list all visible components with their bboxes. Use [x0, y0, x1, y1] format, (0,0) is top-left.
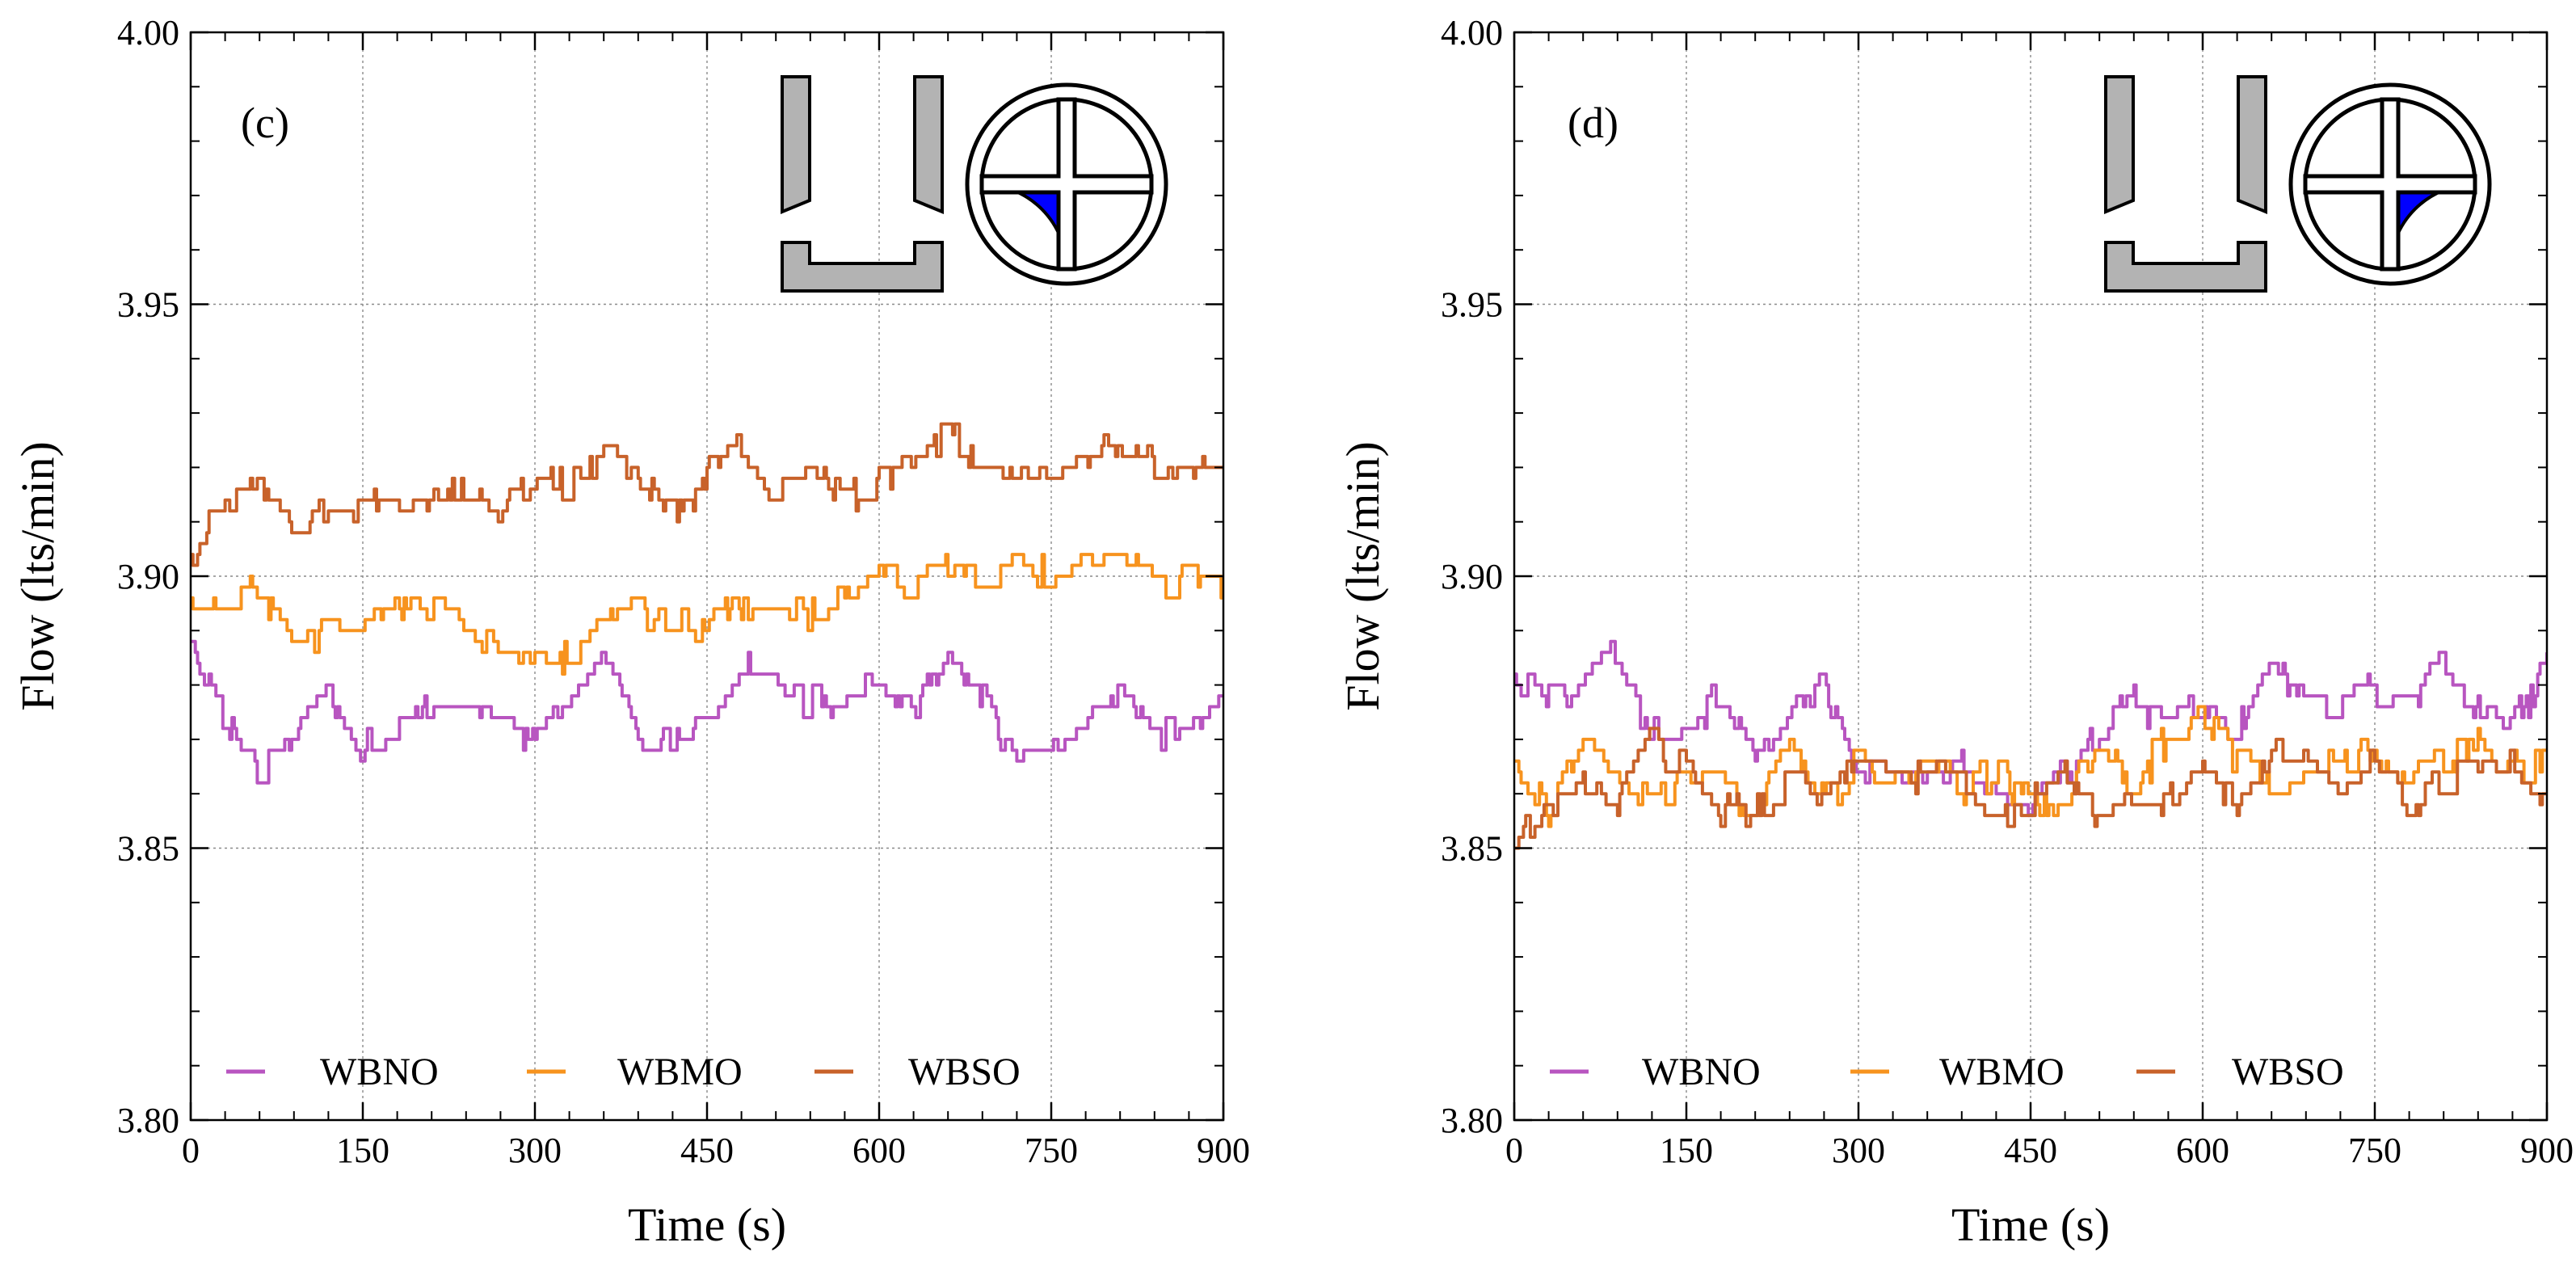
- legend: WBNO WBMO WBSO: [226, 1051, 1021, 1093]
- legend-item-wbno: WBNO: [226, 1051, 439, 1093]
- y-tick-label: 3.80: [1441, 1101, 1503, 1140]
- y-tick-label: 3.85: [117, 829, 179, 869]
- x-tick-label: 0: [182, 1131, 200, 1170]
- x-tick-label: 150: [1660, 1131, 1713, 1170]
- legend-item-wbmo: WBMO: [1850, 1051, 2065, 1093]
- legend-label-wbmo: WBMO: [1939, 1051, 2065, 1093]
- tick-labels: 0 150 300 450 600 750 900 3.80 3.85 3.90 3.95 4.00: [117, 13, 1250, 1170]
- x-tick-label: 600: [852, 1131, 906, 1170]
- x-axis-title: Time (s): [628, 1198, 786, 1251]
- plot-frame: [1513, 31, 2549, 1122]
- x-tick-label: 0: [1505, 1131, 1523, 1170]
- chart-panel-c: 0 150 300 450 600 750 9003.803.853.903.954.00 …: [11, 13, 1250, 1251]
- legend-label-wbso: WBSO: [2232, 1051, 2344, 1093]
- x-tick-label: 750: [1025, 1131, 1078, 1170]
- y-tick-label: 3.85: [1441, 829, 1503, 869]
- legend-label-wbmo: WBMO: [617, 1051, 743, 1093]
- legend-item-wbmo: WBMO: [527, 1051, 743, 1093]
- pipe-inset: [2104, 75, 2492, 293]
- grid-lines: [191, 32, 1223, 1120]
- y-tick-label: 3.95: [1441, 285, 1503, 325]
- x-tick-label: 450: [2004, 1131, 2057, 1170]
- x-tick-label: 750: [2348, 1131, 2401, 1170]
- plot-frame: [189, 31, 1225, 1122]
- y-tick-label: 3.95: [117, 285, 179, 325]
- x-tick-label: 900: [2520, 1131, 2574, 1170]
- y-tick-label: 4.00: [117, 13, 179, 53]
- y-tick-label: 3.90: [1441, 557, 1503, 596]
- ticks: [189, 31, 1225, 1122]
- legend: WBNO WBMO WBSO: [1550, 1051, 2344, 1093]
- legend-item-wbso: WBSO: [2136, 1051, 2344, 1093]
- y-axis-title: Flow (lts/min): [1336, 441, 1389, 711]
- chart-panel-d: 0 150 300 450 600 750 9003.803.853.903.954.00 …: [1336, 13, 2574, 1251]
- legend-item-wbso: WBSO: [814, 1051, 1021, 1093]
- x-tick-label: 150: [336, 1131, 389, 1170]
- x-tick-label: 300: [1832, 1131, 1885, 1170]
- series-line-wbmo: [191, 553, 1223, 676]
- series-line-wbso: [191, 422, 1223, 567]
- pipe-bracket-icon: [2104, 75, 2267, 293]
- x-tick-label: 900: [1197, 1131, 1250, 1170]
- series-line-wbno: [191, 639, 1223, 785]
- pipe-section-icon: [2288, 82, 2492, 286]
- y-axis-title: Flow (lts/min): [11, 441, 64, 711]
- x-tick-label: 300: [508, 1131, 562, 1170]
- y-tick-label: 4.00: [1441, 13, 1503, 53]
- y-tick-label: 3.90: [117, 557, 179, 596]
- panel-label: (c): [241, 99, 289, 147]
- ticks: [1513, 31, 2549, 1122]
- x-axis-title: Time (s): [1951, 1198, 2110, 1251]
- pipe-bracket-icon: [781, 75, 944, 293]
- legend-label-wbso: WBSO: [908, 1051, 1021, 1093]
- legend-label-wbno: WBNO: [320, 1051, 439, 1093]
- pipe-inset: [781, 75, 1168, 293]
- series-line-wbso: [1514, 727, 2547, 850]
- pipe-section-icon: [965, 82, 1168, 286]
- series-group: [1514, 639, 2547, 850]
- tick-labels: 0 150 300 450 600 750 900 3.80 3.85 3.90 3.95 4.00: [1441, 13, 2574, 1170]
- panel-label: (d): [1568, 99, 1618, 147]
- legend-label-wbno: WBNO: [1642, 1051, 1761, 1093]
- x-tick-label: 600: [2176, 1131, 2229, 1170]
- x-tick-label: 450: [680, 1131, 734, 1170]
- legend-item-wbno: WBNO: [1550, 1051, 1761, 1093]
- y-tick-label: 3.80: [117, 1101, 179, 1140]
- series-group: [191, 422, 1223, 785]
